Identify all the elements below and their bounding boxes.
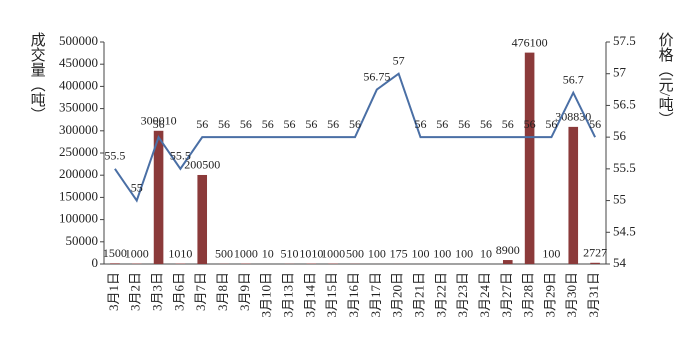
y-tick-label: 500000 (59, 33, 98, 48)
bar-value-label: 1500 (103, 246, 127, 260)
y2-tick-label: 54.5 (613, 223, 636, 238)
x-tick-label: 3月27日 (499, 272, 514, 318)
bar-value-label: 100 (411, 247, 429, 261)
bar-value-label: 100 (542, 247, 560, 261)
x-tick-label: 3月1日 (106, 272, 121, 311)
y-tick-label: 200000 (59, 166, 98, 181)
y2-tick-label: 57.5 (613, 33, 636, 48)
bar (524, 52, 535, 264)
bar (502, 260, 513, 264)
bar-value-label: 100 (368, 247, 386, 261)
line-value-label: 56 (196, 117, 208, 131)
x-tick-label: 3月8日 (215, 272, 230, 311)
bar-value-label: 8900 (496, 243, 520, 257)
bar-value-label: 10 (262, 247, 274, 261)
bar-value-label: 1000 (234, 246, 258, 260)
bar-value-label: 1010 (299, 246, 323, 260)
line-value-label: 56.7 (563, 72, 584, 86)
bar-value-label: 510 (281, 247, 299, 261)
bar (590, 262, 600, 264)
y-tick-label: 0 (92, 255, 99, 270)
y2-tick-label: 55 (613, 192, 626, 207)
x-tick-label: 3月7日 (193, 272, 208, 311)
line-value-label: 56 (458, 117, 470, 131)
x-tick-label: 3月30日 (564, 272, 579, 318)
price-line (114, 72, 596, 203)
line-value-label: 56 (153, 117, 165, 131)
line-value-label: 56 (218, 117, 230, 131)
line-value-label: 55.5 (170, 149, 191, 163)
y2-tick-label: 56.5 (613, 96, 636, 111)
x-tick-label: 3月28日 (521, 272, 536, 318)
line-value-label: 56 (262, 117, 274, 131)
x-tick-label: 3月10日 (259, 272, 274, 318)
x-tick-label: 3月14日 (302, 272, 317, 318)
y-axis-title: 成交量（吨） (29, 32, 46, 122)
x-tick-label: 3月31日 (586, 272, 601, 318)
x-tick-label: 3月29日 (542, 272, 557, 318)
bar-value-label: 300010 (141, 114, 177, 128)
x-tick-label: 3月23日 (455, 272, 470, 318)
x-tick-label: 3月24日 (477, 272, 492, 318)
line-value-label: 55 (131, 180, 143, 194)
line-value-label: 56 (502, 117, 514, 131)
bar (197, 174, 208, 264)
line-value-label: 56 (305, 117, 317, 131)
line-value-label: 56 (327, 117, 339, 131)
bar-value-label: 500 (346, 247, 364, 261)
y2-tick-label: 57 (613, 65, 627, 80)
line-value-label: 56 (480, 117, 492, 131)
bar-value-label: 1000 (125, 246, 149, 260)
y-tick-label: 350000 (59, 100, 98, 115)
line-value-label: 56 (436, 117, 448, 131)
x-tick-label: 3月13日 (281, 272, 296, 318)
bar-value-label: 2727 (583, 246, 607, 260)
line-value-label: 56 (284, 117, 296, 131)
x-tick-label: 3月16日 (346, 272, 361, 318)
line-value-label: 56 (545, 117, 557, 131)
y-tick-label: 300000 (59, 122, 98, 137)
line-value-label: 56.75 (363, 69, 390, 83)
y-tick-label: 450000 (59, 55, 98, 70)
bar-value-label: 100 (455, 247, 473, 261)
y-tick-label: 250000 (59, 144, 98, 159)
y-tick-label: 150000 (59, 188, 98, 203)
y2-tick-label: 54 (613, 255, 627, 270)
bar-value-label: 100 (433, 247, 451, 261)
bar-value-label: 10 (480, 247, 492, 261)
line-value-label: 57 (393, 53, 405, 67)
line-value-label: 56 (524, 117, 536, 131)
line-value-label: 56 (414, 117, 426, 131)
y2-tick-label: 56 (613, 128, 627, 143)
bar-value-label: 500 (215, 247, 233, 261)
bar-value-label: 476100 (512, 35, 548, 49)
x-tick-label: 3月20日 (390, 272, 405, 318)
bar-value-label: 200500 (184, 158, 220, 172)
x-tick-label: 3月21日 (411, 272, 426, 318)
y-tick-label: 400000 (59, 77, 98, 92)
line-value-label: 56 (589, 117, 601, 131)
y2-axis-title: 价格（元/吨） (657, 32, 674, 126)
y-tick-label: 100000 (59, 211, 98, 226)
line-value-label: 55.5 (104, 149, 125, 163)
bar-value-label: 1010 (168, 246, 192, 260)
x-tick-label: 3月3日 (150, 272, 165, 311)
bar-value-label: 175 (390, 247, 408, 261)
bar (153, 130, 164, 264)
x-tick-label: 3月2日 (128, 272, 143, 311)
x-tick-label: 3月6日 (171, 272, 186, 311)
y-tick-label: 50000 (66, 233, 99, 248)
x-tick-label: 3月22日 (433, 272, 448, 318)
line-value-label: 56 (240, 117, 252, 131)
x-tick-label: 3月9日 (237, 272, 252, 311)
bar (568, 126, 579, 264)
x-tick-label: 3月17日 (368, 272, 383, 318)
line-value-label: 56 (349, 117, 361, 131)
x-tick-label: 3月15日 (324, 272, 339, 318)
y2-tick-label: 55.5 (613, 160, 636, 175)
bar (110, 263, 120, 264)
bar-value-label: 1000 (321, 246, 345, 260)
